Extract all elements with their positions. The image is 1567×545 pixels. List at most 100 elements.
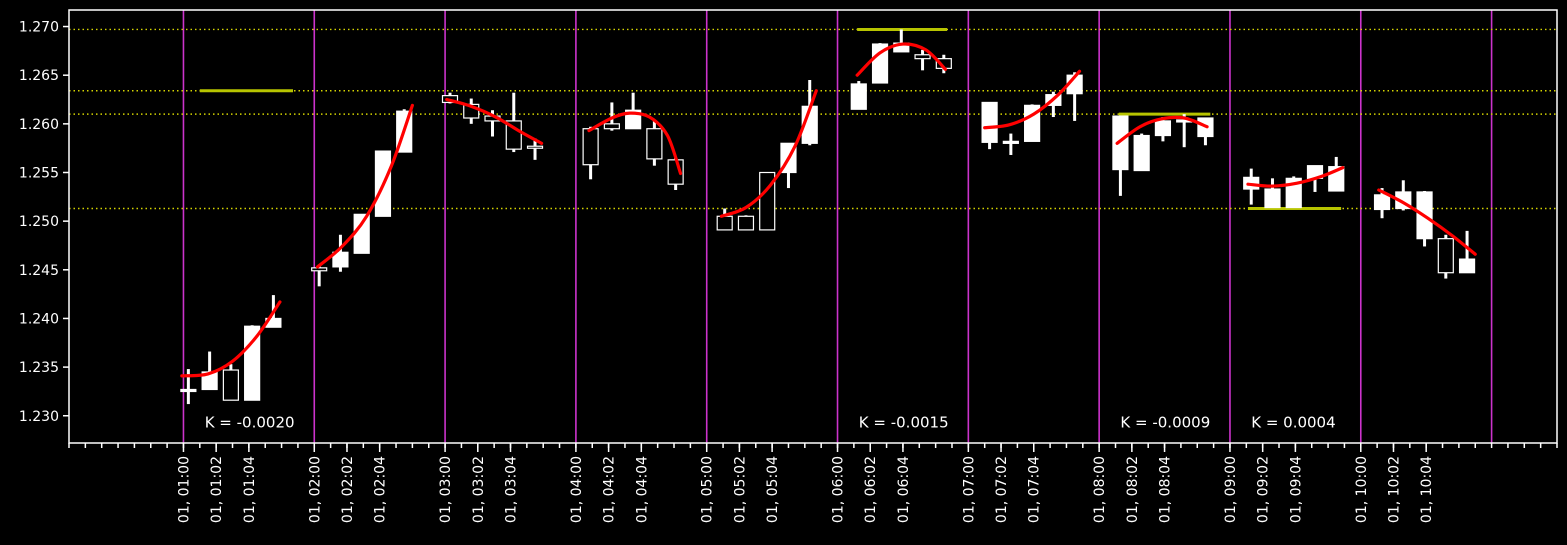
ytick-label-1: 1.235	[19, 360, 59, 376]
ytick-label-2: 1.240	[19, 311, 59, 327]
trend-line-9	[1377, 188, 1477, 256]
xtick-label-3: 01, 02:00	[307, 456, 323, 523]
trend-line-3	[587, 111, 683, 176]
xtick-label-24: 01, 09:00	[1223, 456, 1239, 523]
annotations: K = -0.0020 K = -0.0015 K = -0.0009 K = 0.0…	[205, 413, 1336, 431]
axes: 1.230 1.235 1.240 1.245 1.250 1.255 1.260 1.265…	[19, 9, 1558, 523]
xtick-label-1: 01, 01:02	[209, 456, 225, 523]
trend-line-5	[855, 42, 948, 77]
candle-6	[332, 234, 349, 272]
trend-line-8	[1246, 166, 1345, 188]
xtick-label-12: 01, 05:00	[700, 456, 716, 523]
xtick-label-9: 01, 04:00	[569, 456, 585, 523]
candle-body	[1154, 120, 1172, 137]
level-segments	[199, 27, 1342, 210]
ytick-label-8: 1.270	[19, 20, 59, 36]
candle-body	[737, 215, 755, 231]
annotation-2: K = -0.0009	[1120, 413, 1210, 431]
xtick-label-16: 01, 06:02	[863, 456, 879, 523]
ytick-label-3: 1.245	[19, 263, 59, 279]
candle-2	[222, 364, 239, 401]
candle-36	[1133, 133, 1150, 172]
candle-48	[1437, 234, 1454, 279]
annotation-3: K = 0.0004	[1251, 413, 1335, 431]
candle-body	[353, 213, 370, 254]
trend-line-6	[983, 69, 1082, 130]
candle-28	[914, 49, 931, 71]
xtick-label-14: 01, 05:04	[765, 456, 781, 523]
candle-31	[1002, 133, 1019, 155]
candle-18	[646, 119, 663, 166]
candle-body	[1002, 140, 1019, 144]
candle-body	[914, 54, 931, 60]
candle-body	[1133, 134, 1150, 172]
ytick-label-7: 1.265	[19, 68, 59, 84]
trend-lines	[180, 42, 1477, 378]
candle-1	[201, 351, 218, 391]
ytick-label-4: 1.250	[19, 214, 59, 230]
xtick-label-22: 01, 08:02	[1125, 456, 1141, 523]
candle-35	[1112, 115, 1129, 196]
xtick-label-11: 01, 04:04	[634, 456, 650, 523]
candle-body	[582, 128, 599, 166]
candle-body	[603, 123, 620, 130]
candle-body	[526, 145, 544, 149]
xtick-label-8: 01, 03:04	[503, 456, 519, 523]
candle-body	[646, 128, 663, 160]
candle-5	[311, 265, 328, 287]
trend-line-2	[445, 97, 544, 145]
plot-frame	[68, 9, 1558, 444]
ytick-label-0: 1.230	[19, 409, 59, 425]
trend-line-7	[1115, 115, 1209, 145]
annotation-1: K = -0.0015	[859, 413, 949, 431]
xtick-label-27: 01, 10:00	[1354, 456, 1370, 523]
xtick-label-13: 01, 05:02	[732, 456, 748, 523]
candle-37	[1154, 117, 1172, 142]
xtick-label-21: 01, 08:00	[1092, 456, 1108, 523]
xtick-label-17: 01, 06:04	[896, 456, 912, 523]
xtick-label-6: 01, 03:00	[438, 456, 454, 523]
candle-body	[1373, 194, 1391, 211]
xtick-label-4: 01, 02:02	[340, 456, 356, 523]
xtick-label-26: 01, 09:04	[1288, 456, 1304, 523]
xtick-label-10: 01, 04:02	[602, 456, 618, 523]
candle-body	[1458, 258, 1476, 274]
candle-body	[332, 251, 349, 268]
candle-body	[981, 101, 998, 143]
ytick-label-6: 1.260	[19, 117, 59, 133]
trend-line-4	[719, 89, 818, 218]
candle-13	[505, 92, 522, 153]
candle-7	[353, 213, 370, 254]
session-lines	[182, 10, 1493, 443]
candle-42	[1285, 176, 1302, 209]
candle-body	[1264, 188, 1281, 209]
candle-body	[180, 388, 197, 393]
ytick-label-5: 1.255	[19, 165, 59, 181]
xtick-label-15: 01, 06:00	[831, 456, 847, 523]
candle-body	[505, 120, 522, 150]
xtick-label-20: 01, 07:04	[1027, 456, 1043, 523]
xtick-label-28: 01, 10:02	[1386, 456, 1402, 523]
candle-21	[737, 215, 755, 231]
candle-body	[222, 369, 239, 401]
xtick-label-18: 01, 07:00	[961, 456, 977, 523]
candle-25	[850, 81, 867, 110]
xtick-label-25: 01, 09:02	[1256, 456, 1272, 523]
xtick-label-5: 01, 02:04	[373, 456, 389, 523]
candle-41	[1264, 178, 1281, 209]
candle-body	[850, 83, 867, 110]
xtick-label-29: 01, 10:04	[1419, 456, 1435, 523]
xtick-label-0: 01, 01:00	[176, 456, 192, 523]
candle-14	[526, 138, 544, 160]
xtick-label-19: 01, 07:02	[994, 456, 1010, 523]
trend-line-1	[315, 103, 414, 269]
annotation-0: K = -0.0020	[205, 413, 295, 431]
candle-body	[716, 215, 733, 231]
candle-body	[311, 267, 328, 272]
candle-body	[1437, 238, 1454, 274]
xtick-label-23: 01, 08:04	[1158, 456, 1174, 523]
trend-line-0	[180, 300, 282, 378]
xtick-label-7: 01, 03:02	[471, 456, 487, 523]
